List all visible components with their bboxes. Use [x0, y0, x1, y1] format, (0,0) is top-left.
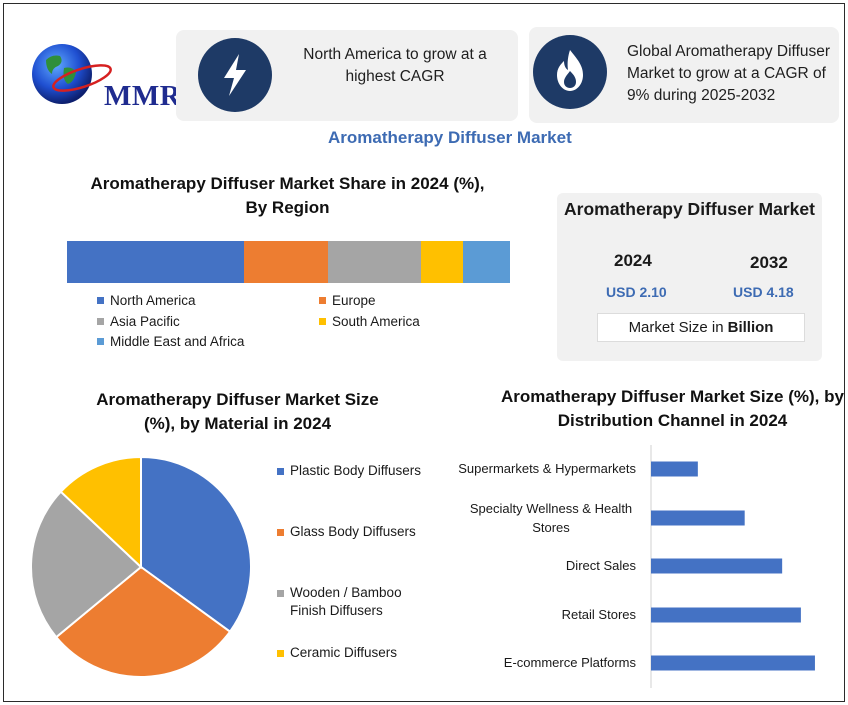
unit-bold: Billion — [727, 319, 774, 336]
year-2024-label: 2024 — [614, 251, 652, 270]
market-size-title: Aromatherapy Diffuser Market — [564, 199, 815, 219]
legend-swatch — [277, 650, 284, 657]
info-card-text: Global Aromatherapy Diffuser Market to g… — [627, 43, 831, 104]
legend-label: Ceramic Diffusers — [290, 645, 398, 660]
mmr-logo: MMR — [24, 38, 181, 112]
unit-prefix: Market Size in — [628, 319, 724, 336]
legend-label: North America — [110, 293, 196, 308]
legend-swatch — [277, 590, 284, 597]
legend-label: Wooden / Bamboo Finish Diffusers — [290, 585, 402, 618]
legend-item-glass-body-diffusers: Glass Body Diffusers — [277, 523, 427, 541]
legend-item-south-america: South America — [319, 314, 420, 329]
legend-swatch — [97, 338, 104, 345]
infographic-frame — [3, 3, 845, 702]
category-label-supermarkets-hypermarkets: Supermarkets & Hypermarkets — [458, 461, 636, 476]
value-2032: USD 4.18 — [733, 284, 794, 300]
flame-icon — [533, 35, 607, 109]
segment-middle-east-and-africa — [463, 241, 510, 283]
legend-item-asia-pacific: Asia Pacific — [97, 314, 180, 329]
legend-label: Middle East and Africa — [110, 334, 245, 349]
logo-text: MMR — [104, 80, 182, 112]
market-size-unit: Market Size in Billion — [597, 313, 805, 342]
value-2024: USD 2.10 — [606, 284, 667, 300]
page-title: Aromatherapy Diffuser Market — [328, 128, 572, 147]
globe-icon — [32, 44, 112, 104]
category-label-direct-sales: Direct Sales — [565, 558, 636, 573]
legend-swatch — [97, 318, 104, 325]
year-2032-label: 2032 — [750, 253, 788, 272]
lightning-bolt-icon — [198, 38, 272, 112]
legend-swatch — [319, 297, 326, 304]
legend-item-north-america: North America — [97, 293, 196, 308]
legend-label: Glass Body Diffusers — [290, 524, 416, 539]
legend-item-europe: Europe — [319, 293, 376, 308]
info-card-text: North America to grow at a highest CAGR — [303, 46, 487, 85]
legend-label: Plastic Body Diffusers — [290, 463, 422, 478]
legend-label: Asia Pacific — [110, 314, 180, 329]
legend-item-plastic-body-diffusers: Plastic Body Diffusers — [277, 462, 427, 480]
segment-asia-pacific — [328, 241, 422, 283]
category-label-retail-stores: Retail Stores — [561, 607, 636, 622]
legend-label: South America — [332, 314, 420, 329]
segment-north-america — [67, 241, 245, 283]
market-size-box: Aromatherapy Diffuser Market 2024 2032 U… — [557, 193, 822, 361]
legend-item-wooden-bamboo-finish-diffusers: Wooden / Bamboo Finish Diffusers — [277, 584, 427, 620]
info-card-global-cagr: Global Aromatherapy Diffuser Market to g… — [529, 27, 839, 123]
legend-swatch — [319, 318, 326, 325]
category-label-specialty-wellness-health-stores: Specialty Wellness & Health Stores — [469, 501, 633, 535]
region-chart-title: Aromatherapy Diffuser Market Share in 20… — [90, 174, 485, 217]
material-chart-title: Aromatherapy Diffuser Market Size (%), b… — [96, 390, 379, 433]
legend-swatch — [277, 468, 284, 475]
channel-chart-title: Aromatherapy Diffuser Market Size (%), b… — [501, 387, 844, 430]
legend-item-middle-east-and-africa: Middle East and Africa — [97, 334, 244, 349]
info-card-region-growth: North America to grow at a highest CAGR — [176, 30, 518, 121]
legend-swatch — [277, 529, 284, 536]
region-stacked-bar — [67, 241, 510, 283]
legend-swatch — [97, 297, 104, 304]
segment-europe — [244, 241, 329, 283]
legend-label: Europe — [332, 293, 376, 308]
legend-item-ceramic-diffusers: Ceramic Diffusers — [277, 644, 427, 662]
category-label-e-commerce-platforms: E-commerce Platforms — [503, 655, 636, 670]
segment-south-america — [421, 241, 464, 283]
